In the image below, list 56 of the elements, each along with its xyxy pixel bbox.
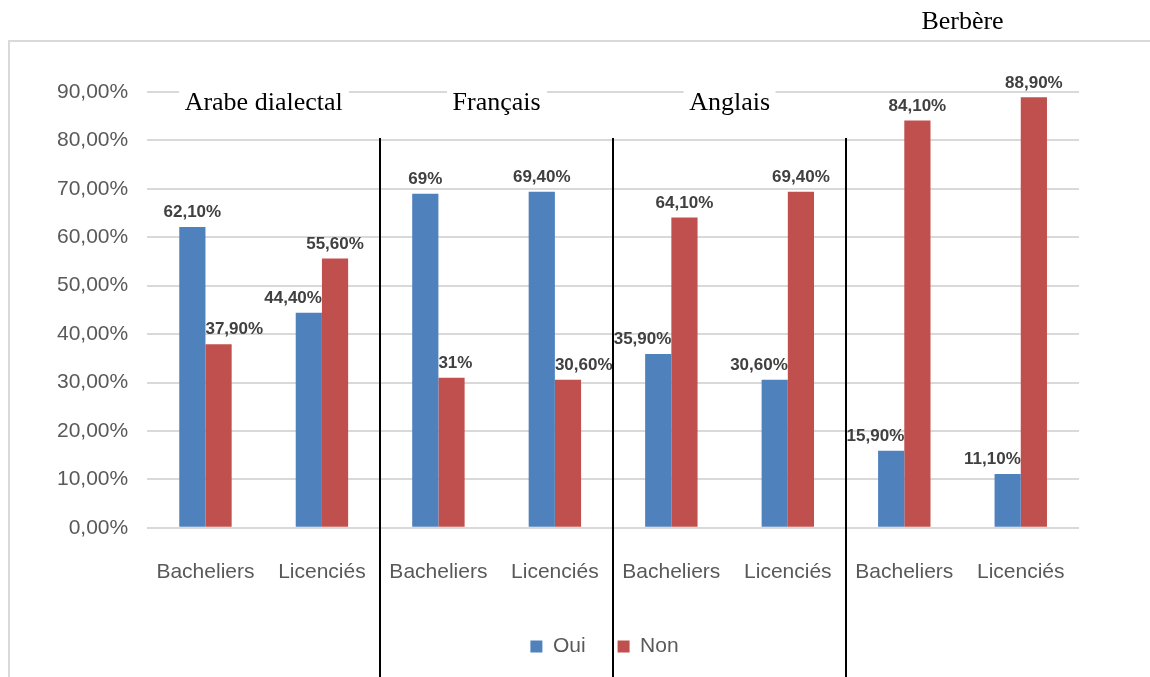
data-label: 35,90% bbox=[613, 329, 672, 349]
x-tick-label: Licenciés bbox=[744, 559, 832, 583]
data-label: 15,90% bbox=[846, 426, 905, 445]
y-tick-label: 70,00% bbox=[56, 175, 129, 199]
legend-label: Non bbox=[640, 633, 679, 657]
data-label: 55,60% bbox=[306, 233, 364, 253]
bar bbox=[321, 258, 349, 527]
bar bbox=[671, 217, 698, 527]
y-tick-label: 10,00% bbox=[56, 466, 129, 490]
data-label: 69% bbox=[408, 168, 443, 188]
bar bbox=[761, 379, 788, 527]
y-tick-label: 60,00% bbox=[56, 224, 129, 248]
bar bbox=[295, 312, 322, 527]
data-label: 30,60% bbox=[730, 354, 788, 374]
bar bbox=[1020, 97, 1047, 527]
y-tick-label: 20,00% bbox=[56, 417, 129, 441]
text: Berbère bbox=[915, 6, 1010, 36]
x-tick-label: Bacheliers bbox=[855, 559, 954, 583]
x-tick-label: Bacheliers bbox=[622, 559, 721, 583]
data-label: 31% bbox=[438, 352, 473, 372]
data-label: 37,90% bbox=[205, 319, 264, 339]
annotation: Français bbox=[446, 86, 547, 117]
y-tick-label: 0,00% bbox=[68, 514, 129, 538]
data-label: 30,60% bbox=[554, 354, 613, 374]
x-tick-label: Bacheliers bbox=[389, 559, 488, 583]
y-tick-label: 80,00% bbox=[56, 127, 129, 151]
data-label: 44,40% bbox=[264, 287, 322, 307]
data-label: 64,10% bbox=[655, 192, 714, 212]
bar bbox=[179, 227, 206, 527]
x-tick-label: Licenciés bbox=[278, 559, 366, 583]
annotation: Arabe dialectal bbox=[178, 86, 349, 117]
x-tick-label: Licenciés bbox=[511, 559, 599, 583]
bar bbox=[994, 474, 1021, 527]
data-label: 88,90% bbox=[1005, 72, 1063, 92]
data-label: 11,10% bbox=[964, 449, 1021, 469]
bar bbox=[205, 344, 232, 527]
bar bbox=[787, 191, 815, 527]
legend-label: Oui bbox=[552, 633, 586, 657]
bar bbox=[904, 120, 931, 527]
y-tick-label: 90,00% bbox=[56, 78, 129, 102]
bar bbox=[412, 193, 439, 527]
data-label: 69,40% bbox=[512, 166, 571, 186]
x-tick-label: Bacheliers bbox=[156, 559, 255, 583]
bar bbox=[878, 450, 905, 527]
annotation: Anglais bbox=[683, 86, 777, 117]
y-tick-label: 30,00% bbox=[56, 369, 129, 393]
y-tick-label: 40,00% bbox=[56, 320, 129, 344]
bar bbox=[554, 379, 582, 527]
x-tick-label: Licenciés bbox=[976, 559, 1065, 583]
data-label: 62,10% bbox=[163, 202, 222, 222]
bar bbox=[528, 191, 555, 527]
data-label: 69,40% bbox=[772, 166, 830, 186]
bar bbox=[645, 353, 672, 527]
data-label: 84,10% bbox=[888, 95, 947, 115]
y-tick-label: 50,00% bbox=[56, 272, 129, 296]
bar bbox=[438, 377, 465, 527]
